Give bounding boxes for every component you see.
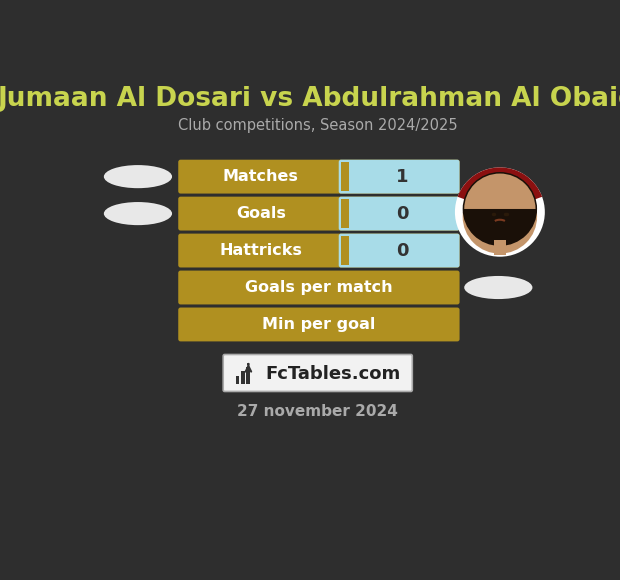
Text: 1: 1 <box>396 168 409 186</box>
FancyBboxPatch shape <box>179 160 459 194</box>
Text: 0: 0 <box>396 241 409 260</box>
Ellipse shape <box>104 165 172 188</box>
Ellipse shape <box>464 276 533 299</box>
Text: 27 november 2024: 27 november 2024 <box>237 404 398 419</box>
Text: Goals: Goals <box>236 206 286 221</box>
Bar <box>241 371 245 384</box>
Ellipse shape <box>104 202 172 225</box>
Text: Club competitions, Season 2024/2025: Club competitions, Season 2024/2025 <box>178 118 458 133</box>
Bar <box>341 236 349 265</box>
Text: Goals per match: Goals per match <box>245 280 392 295</box>
Bar <box>236 376 239 384</box>
Circle shape <box>455 168 545 257</box>
Text: Hattricks: Hattricks <box>219 243 302 258</box>
FancyBboxPatch shape <box>179 234 459 267</box>
Bar <box>341 199 349 228</box>
FancyBboxPatch shape <box>179 197 459 230</box>
Text: Min per goal: Min per goal <box>262 317 376 332</box>
FancyBboxPatch shape <box>223 354 412 392</box>
FancyBboxPatch shape <box>339 160 459 194</box>
Text: FcTables.com: FcTables.com <box>265 365 401 383</box>
Bar <box>247 367 250 384</box>
FancyBboxPatch shape <box>179 270 459 304</box>
FancyBboxPatch shape <box>179 307 459 342</box>
Text: 0: 0 <box>396 205 409 223</box>
Bar <box>341 162 349 191</box>
Circle shape <box>463 180 537 253</box>
FancyBboxPatch shape <box>339 197 459 230</box>
Wedge shape <box>458 168 542 212</box>
Circle shape <box>463 172 537 246</box>
Wedge shape <box>464 173 536 209</box>
Text: Jumaan Al Dosari vs Abdulrahman Al Obaid: Jumaan Al Dosari vs Abdulrahman Al Obaid <box>0 86 620 112</box>
FancyBboxPatch shape <box>339 234 459 267</box>
Text: Matches: Matches <box>223 169 299 184</box>
Bar <box>494 240 506 255</box>
